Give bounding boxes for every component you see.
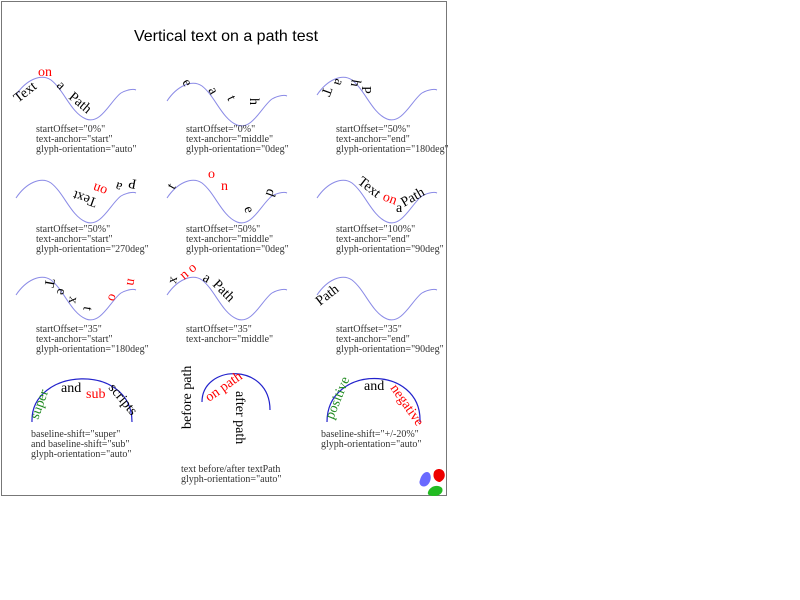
- caption-line: glyph-orientation="auto": [321, 439, 421, 450]
- caption-line: startOffset="0%": [186, 124, 255, 135]
- glyph-p: P: [358, 86, 373, 94]
- glyph-h: h: [246, 98, 261, 105]
- caption-line: text-anchor="end": [336, 234, 410, 245]
- cell-2: [166, 82, 288, 127]
- page-title: Vertical text on a path test: [134, 28, 319, 45]
- cell-6-glyphs: Text on a Path: [355, 174, 428, 216]
- caption-line: text-anchor="end": [336, 134, 410, 145]
- caption-line: startOffset="35": [336, 324, 402, 335]
- caption-line: glyph-orientation="90deg": [336, 244, 444, 255]
- cell-8-glyphs: x n o a Path: [165, 260, 237, 305]
- cell-5-glyphs: t o n e d: [164, 167, 278, 215]
- glyph-a: a: [205, 85, 221, 99]
- glyph-n: n: [123, 277, 139, 286]
- glyph-x: x: [65, 295, 81, 304]
- glyph-and-2: and: [364, 379, 384, 394]
- caption-line: glyph-orientation="270deg": [36, 244, 149, 255]
- caption-line: text-anchor="start": [36, 134, 113, 145]
- glyph-n: n: [221, 179, 228, 194]
- caption-line: startOffset="50%": [186, 224, 260, 235]
- caption-line: glyph-orientation="90deg": [336, 344, 444, 355]
- glyph-scripts: scripts: [105, 381, 140, 419]
- arc-guide-3: [326, 378, 421, 423]
- glyph-t: t: [164, 181, 179, 192]
- glyph-path: Path: [399, 185, 428, 210]
- caption-line: glyph-orientation="180deg": [36, 344, 149, 355]
- caption-line: text-anchor="middle": [186, 334, 273, 345]
- caption-line: startOffset="0%": [36, 124, 105, 135]
- cell-1-glyphs: Text on a Path: [11, 65, 94, 117]
- arc-guide-1: [31, 378, 133, 423]
- cell-2-glyphs: e a t h: [179, 77, 261, 106]
- caption-line: glyph-orientation="0deg": [186, 244, 289, 255]
- caption-line: text-anchor="start": [36, 334, 113, 345]
- glyph-text: Text: [11, 79, 40, 106]
- cell-4-glyphs: Text on a P: [71, 175, 138, 210]
- caption-line: glyph-orientation="180deg": [336, 144, 448, 155]
- caption-line: startOffset="35": [36, 324, 102, 335]
- glyph-t: T: [317, 85, 334, 99]
- test-canvas: Vertical text on a path test Text on a P…: [11, 28, 448, 496]
- caption-line: glyph-orientation="auto": [181, 474, 281, 485]
- caption-line: text-anchor="start": [36, 234, 113, 245]
- caption-line: startOffset="35": [186, 324, 252, 335]
- glyph-text: e: [179, 77, 195, 90]
- caption-line: glyph-orientation="auto": [36, 144, 136, 155]
- cell-7-glyphs: T e x t o n: [40, 277, 138, 312]
- caption-line: startOffset="50%": [336, 124, 410, 135]
- glyph-e: e: [53, 287, 69, 296]
- caption-line: text before/after textPath: [181, 464, 280, 475]
- glyph-d: d: [262, 187, 278, 199]
- glyph-p: P: [127, 175, 137, 191]
- caption-line: glyph-orientation="0deg": [186, 144, 289, 155]
- caption-line: startOffset="50%": [36, 224, 110, 235]
- glyph-o: o: [208, 167, 215, 182]
- caption-line: text-anchor="middle": [186, 234, 273, 245]
- glyph-path: Path: [209, 277, 237, 305]
- captions: startOffset="0%"text-anchor="start"glyph…: [31, 124, 448, 485]
- splat-logo: [419, 469, 445, 496]
- caption-line: and baseline-shift="sub": [31, 439, 130, 450]
- glyph-t: t: [223, 93, 238, 103]
- glyph-positive: positive: [323, 375, 354, 422]
- caption-line: startOffset="100%": [336, 224, 415, 235]
- glyph-super: super: [28, 387, 53, 421]
- glyph-a: a: [330, 77, 346, 89]
- caption-line: glyph-orientation="auto": [31, 449, 131, 460]
- text-before-path: before path: [180, 366, 195, 429]
- glyph-and: and: [61, 381, 81, 396]
- glyph-t: x: [165, 275, 181, 284]
- glyph-path: Path: [65, 90, 94, 117]
- caption-line: baseline-shift="+/-20%": [321, 429, 419, 440]
- guide-path: [166, 82, 288, 127]
- glyph-a: a: [396, 201, 403, 216]
- text-after-path: after path: [232, 391, 247, 444]
- glyph-on: on: [91, 179, 109, 198]
- glyph-o: o: [104, 292, 120, 304]
- glyph-on: on: [38, 65, 52, 80]
- glyph-t2: t: [79, 305, 94, 312]
- cell-9-glyphs: Path: [313, 282, 342, 309]
- glyph-a: a: [113, 178, 125, 194]
- test-frame: Vertical text on a path test Text on a P…: [1, 1, 448, 496]
- glyph-on: on: [381, 190, 399, 209]
- glyph-h: h: [347, 78, 363, 87]
- caption-line: text-anchor="middle": [186, 134, 273, 145]
- caption-line: text-anchor="end": [336, 334, 410, 345]
- glyph-e: e: [240, 204, 256, 215]
- glyph-text: Text: [355, 174, 384, 201]
- caption-line: baseline-shift="super": [31, 429, 120, 440]
- glyph-sub: sub: [86, 387, 105, 402]
- glyph-t: T: [40, 277, 56, 288]
- arc-guide-2: [201, 373, 271, 411]
- glyph-path: Path: [313, 282, 342, 309]
